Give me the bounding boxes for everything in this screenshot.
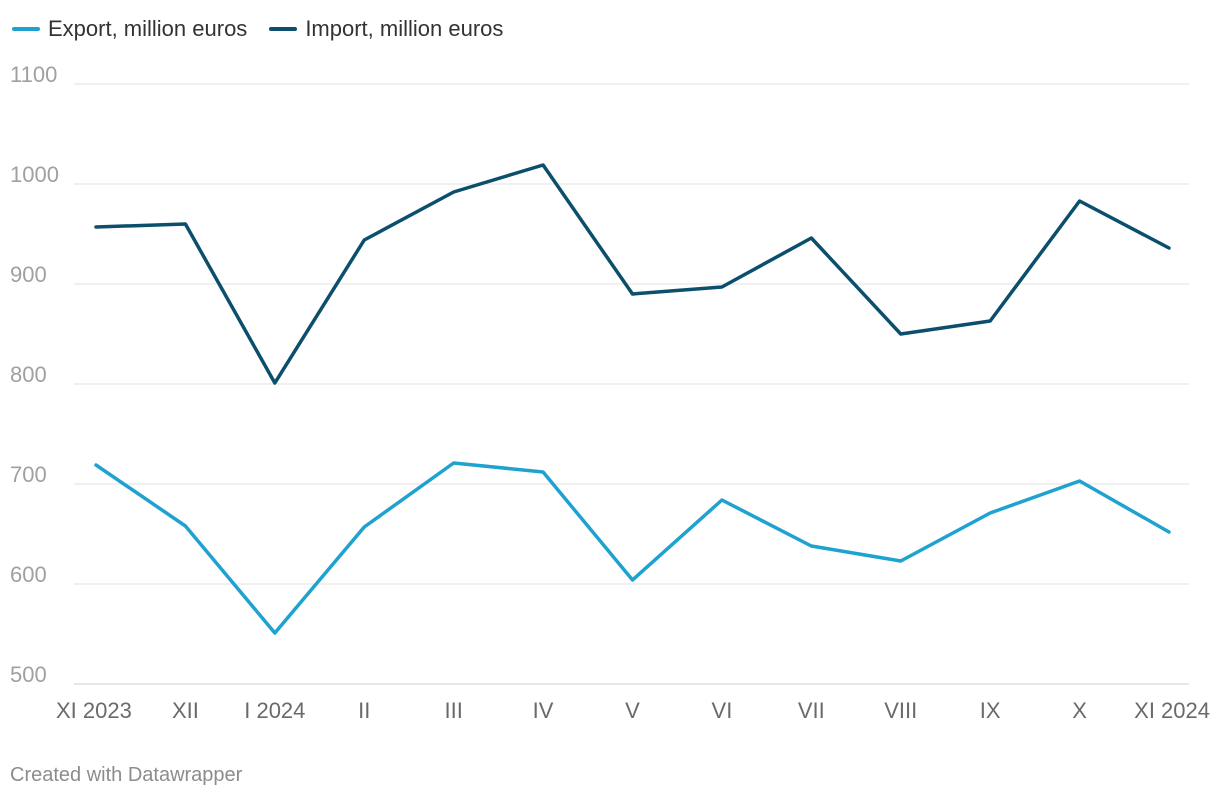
footer-credit: Created with Datawrapper: [10, 764, 243, 786]
x-tick-label: XI 2023: [56, 698, 132, 723]
y-tick-label: 1000: [10, 162, 59, 187]
x-tick-label: XI 2024: [1134, 698, 1210, 723]
x-axis-ticks: XI 2023 XII I 2024 II III IV V VI VII VIII IX X XI 2…: [56, 698, 1210, 723]
x-tick-label: IV: [533, 698, 554, 723]
legend-swatch-export: [12, 27, 40, 31]
y-tick-label: 600: [10, 562, 47, 587]
y-tick-label: 1100: [10, 62, 57, 87]
series-lines: [94, 163, 1171, 635]
x-tick-label: VII: [798, 698, 825, 723]
y-tick-label: 900: [10, 262, 47, 287]
y-tick-label: 500: [10, 662, 47, 687]
series-line-export: [94, 461, 1171, 635]
legend-swatch-import: [269, 27, 298, 31]
legend-label-export: Export, million euros: [48, 16, 248, 41]
series-line-import: [94, 163, 1171, 385]
x-tick-label: VI: [712, 698, 733, 723]
legend-label-import: Import, million euros: [305, 16, 504, 41]
x-tick-label: III: [444, 698, 462, 723]
x-tick-label: X: [1072, 698, 1087, 723]
x-tick-label: IX: [980, 698, 1001, 723]
y-axis-ticks: 500 600 700 800 900 1000 1100: [10, 62, 59, 687]
legend: Export, million euros Import, million eu…: [12, 16, 503, 42]
x-tick-label: V: [625, 698, 640, 723]
y-tick-label: 800: [10, 362, 47, 387]
legend-item-export: Export, million euros: [12, 16, 247, 42]
x-tick-label: XII: [172, 698, 199, 723]
gridlines: [74, 83, 1189, 685]
x-tick-label: II: [358, 698, 370, 723]
y-tick-label: 700: [10, 462, 47, 487]
x-tick-label: VIII: [884, 698, 917, 723]
legend-item-import: Import, million euros: [269, 16, 503, 42]
x-tick-label: I 2024: [244, 698, 305, 723]
